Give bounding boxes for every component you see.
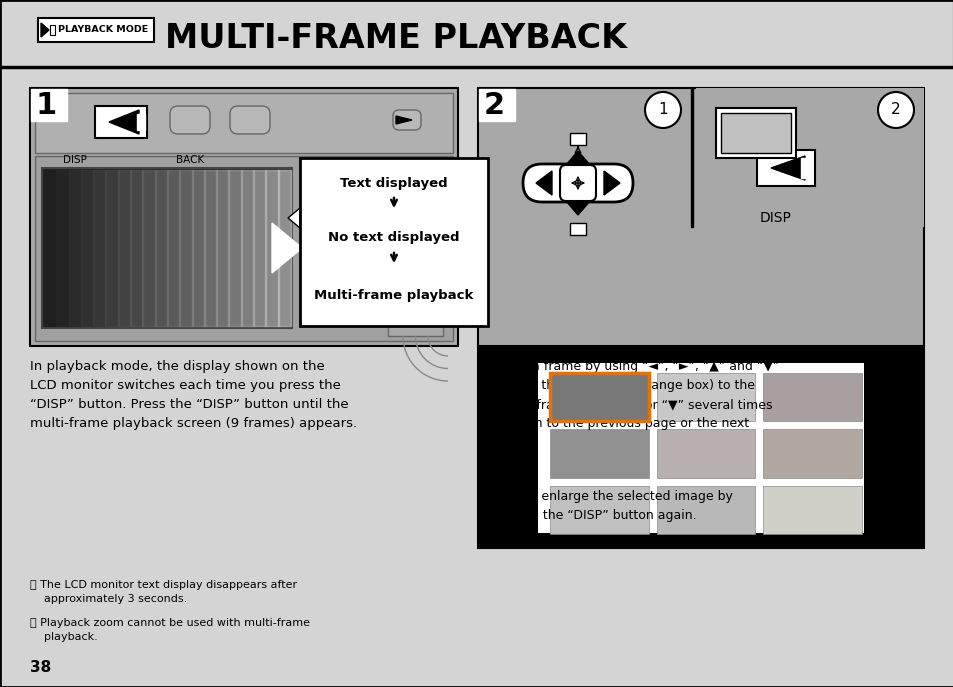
Polygon shape bbox=[603, 171, 619, 195]
FancyBboxPatch shape bbox=[550, 486, 648, 534]
FancyBboxPatch shape bbox=[117, 170, 131, 326]
FancyBboxPatch shape bbox=[762, 429, 862, 477]
FancyBboxPatch shape bbox=[93, 170, 107, 326]
FancyBboxPatch shape bbox=[50, 25, 55, 35]
Text: 2: 2 bbox=[890, 102, 900, 117]
Polygon shape bbox=[272, 223, 302, 273]
Text: 38: 38 bbox=[30, 660, 51, 675]
FancyBboxPatch shape bbox=[35, 93, 453, 153]
FancyBboxPatch shape bbox=[690, 88, 692, 227]
Text: ⓘ The LCD monitor text display disappears after
    approximately 3 seconds.: ⓘ The LCD monitor text display disappear… bbox=[30, 580, 296, 605]
FancyBboxPatch shape bbox=[569, 223, 585, 235]
Text: ⓘ Playback zoom cannot be used with multi-frame
    playback.: ⓘ Playback zoom cannot be used with mult… bbox=[30, 618, 310, 642]
FancyBboxPatch shape bbox=[253, 170, 266, 326]
FancyBboxPatch shape bbox=[95, 106, 147, 138]
Text: Text displayed: Text displayed bbox=[340, 177, 447, 190]
Text: 2: 2 bbox=[483, 91, 504, 120]
FancyBboxPatch shape bbox=[216, 170, 230, 326]
FancyBboxPatch shape bbox=[550, 373, 648, 421]
FancyBboxPatch shape bbox=[154, 170, 168, 326]
Polygon shape bbox=[565, 201, 589, 215]
FancyBboxPatch shape bbox=[204, 170, 217, 326]
Polygon shape bbox=[395, 116, 412, 124]
Text: ②You can enlarge the selected image by
  pressing the “DISP” button again.: ②You can enlarge the selected image by p… bbox=[477, 490, 732, 522]
Text: MULTI-FRAME PLAYBACK: MULTI-FRAME PLAYBACK bbox=[165, 21, 626, 54]
Text: PLAYBACK MODE: PLAYBACK MODE bbox=[58, 25, 148, 34]
FancyBboxPatch shape bbox=[757, 150, 814, 186]
FancyBboxPatch shape bbox=[277, 170, 291, 326]
FancyBboxPatch shape bbox=[0, 66, 953, 68]
FancyBboxPatch shape bbox=[656, 429, 755, 477]
FancyBboxPatch shape bbox=[393, 110, 420, 130]
Polygon shape bbox=[288, 208, 299, 228]
Text: No text displayed: No text displayed bbox=[328, 232, 459, 245]
Text: 1: 1 bbox=[36, 91, 57, 120]
FancyBboxPatch shape bbox=[522, 164, 633, 202]
FancyBboxPatch shape bbox=[81, 170, 94, 326]
FancyBboxPatch shape bbox=[477, 348, 923, 548]
FancyBboxPatch shape bbox=[716, 108, 795, 158]
FancyBboxPatch shape bbox=[569, 133, 585, 145]
FancyBboxPatch shape bbox=[167, 170, 180, 326]
Text: DISP: DISP bbox=[63, 155, 87, 165]
FancyBboxPatch shape bbox=[179, 170, 193, 326]
FancyBboxPatch shape bbox=[106, 170, 119, 326]
FancyBboxPatch shape bbox=[38, 18, 153, 42]
FancyBboxPatch shape bbox=[230, 106, 270, 134]
FancyBboxPatch shape bbox=[299, 158, 488, 326]
FancyBboxPatch shape bbox=[696, 88, 923, 227]
Polygon shape bbox=[565, 151, 589, 165]
FancyBboxPatch shape bbox=[0, 0, 953, 68]
FancyBboxPatch shape bbox=[537, 363, 863, 533]
FancyBboxPatch shape bbox=[229, 170, 241, 326]
FancyBboxPatch shape bbox=[550, 429, 648, 477]
FancyBboxPatch shape bbox=[388, 168, 442, 336]
FancyBboxPatch shape bbox=[170, 106, 210, 134]
FancyBboxPatch shape bbox=[35, 156, 453, 341]
FancyBboxPatch shape bbox=[720, 113, 790, 153]
Polygon shape bbox=[109, 110, 139, 134]
Polygon shape bbox=[41, 23, 49, 37]
Text: BACK: BACK bbox=[175, 155, 204, 165]
Text: ①Select a frame by using “◄”, “►”, “▲” and “▼”
  to move the cursor (the orange : ①Select a frame by using “◄”, “►”, “▲” a… bbox=[477, 360, 779, 449]
FancyBboxPatch shape bbox=[477, 88, 923, 346]
FancyBboxPatch shape bbox=[478, 89, 515, 121]
Text: Multi-frame playback: Multi-frame playback bbox=[314, 289, 474, 302]
FancyBboxPatch shape bbox=[762, 486, 862, 534]
FancyBboxPatch shape bbox=[550, 373, 648, 421]
FancyBboxPatch shape bbox=[30, 88, 457, 346]
FancyBboxPatch shape bbox=[56, 170, 70, 326]
FancyBboxPatch shape bbox=[192, 170, 205, 326]
FancyBboxPatch shape bbox=[130, 170, 143, 326]
Polygon shape bbox=[770, 156, 804, 180]
FancyBboxPatch shape bbox=[44, 170, 57, 326]
Circle shape bbox=[644, 92, 680, 128]
Text: 1: 1 bbox=[658, 102, 667, 117]
FancyBboxPatch shape bbox=[656, 486, 755, 534]
Text: In playback mode, the display shown on the
LCD monitor switches each time you pr: In playback mode, the display shown on t… bbox=[30, 360, 356, 430]
FancyBboxPatch shape bbox=[142, 170, 155, 326]
FancyBboxPatch shape bbox=[240, 170, 253, 326]
FancyBboxPatch shape bbox=[762, 373, 862, 421]
FancyBboxPatch shape bbox=[42, 168, 292, 328]
FancyBboxPatch shape bbox=[137, 114, 145, 130]
FancyBboxPatch shape bbox=[30, 89, 67, 121]
FancyBboxPatch shape bbox=[801, 158, 810, 178]
FancyBboxPatch shape bbox=[559, 165, 596, 201]
FancyBboxPatch shape bbox=[69, 170, 82, 326]
FancyBboxPatch shape bbox=[656, 373, 755, 421]
FancyBboxPatch shape bbox=[265, 170, 278, 326]
Circle shape bbox=[877, 92, 913, 128]
Polygon shape bbox=[536, 171, 552, 195]
Text: DISP: DISP bbox=[760, 211, 791, 225]
